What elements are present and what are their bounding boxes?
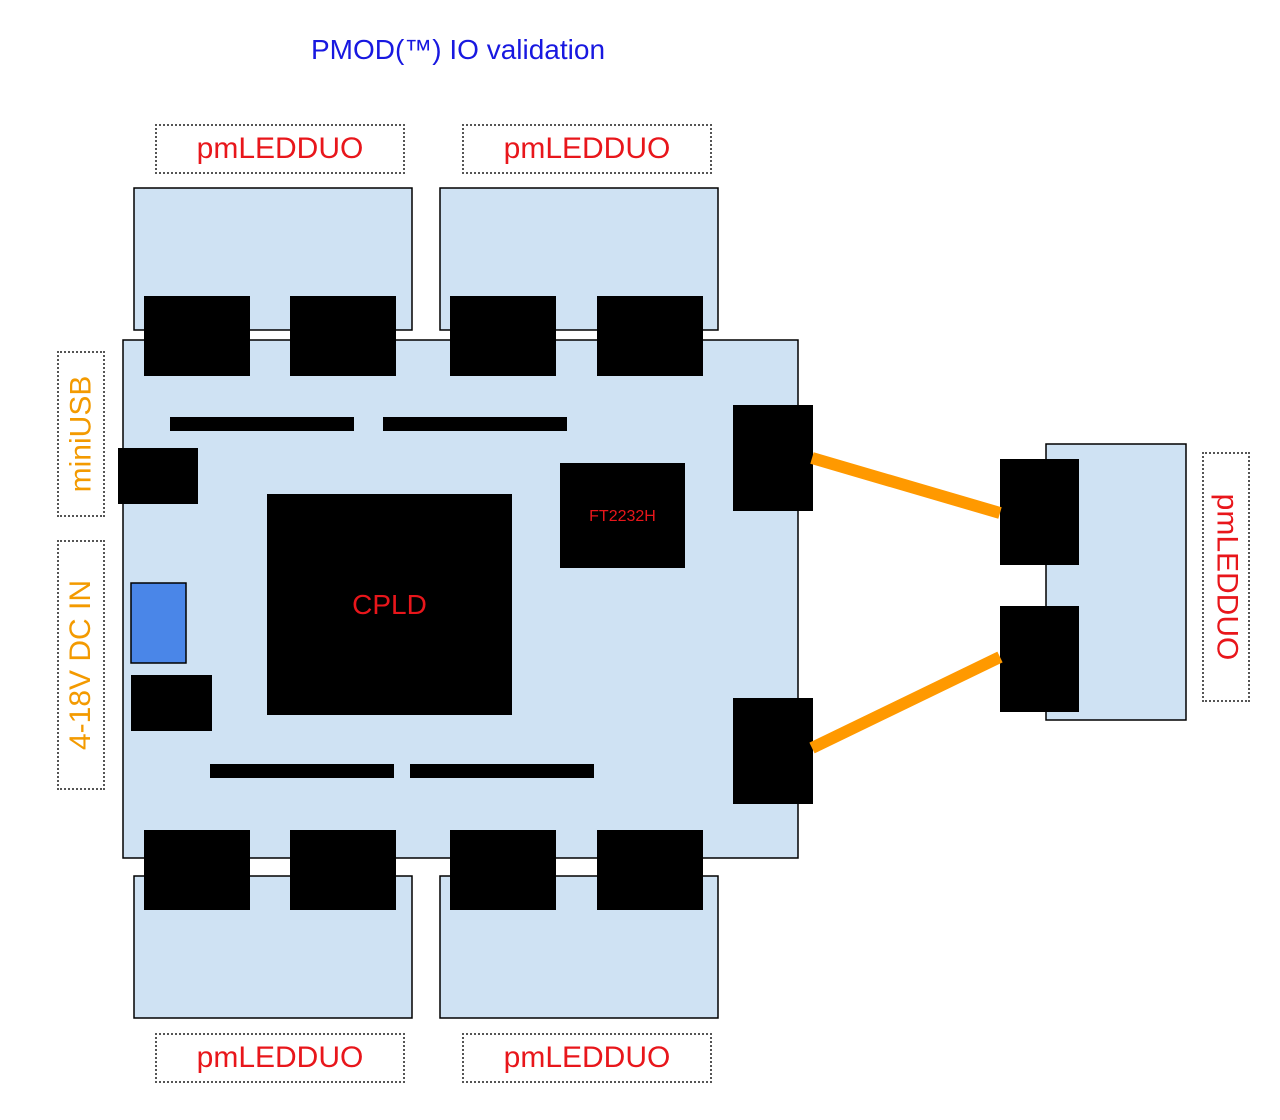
ft2232h-chip	[560, 463, 685, 568]
header-strip	[410, 764, 594, 778]
side-module-connector	[1000, 459, 1079, 565]
dc-jack	[131, 675, 212, 731]
top-right-module-label-text: pmLEDDUO	[503, 132, 671, 165]
cable	[810, 452, 1002, 519]
cpld-chip	[267, 494, 512, 715]
header-strip	[210, 764, 394, 778]
pmod-connector	[597, 830, 703, 910]
dc-in-label: 4-18V DC IN	[57, 540, 105, 790]
pmod-connector	[290, 296, 396, 376]
pmod-connector	[144, 296, 250, 376]
mini-usb-label-text: miniUSB	[64, 375, 98, 493]
pmod-connector	[733, 698, 813, 804]
side-module-label: pmLEDDUO	[1202, 452, 1250, 702]
bottom-left-module-label-text: pmLEDDUO	[196, 1041, 364, 1074]
power-switch	[130, 582, 187, 664]
bottom-right-module-label-text: pmLEDDUO	[503, 1041, 671, 1074]
side-module-label-text: pmLEDDUO	[1210, 493, 1244, 661]
dc-in-label-text: 4-18V DC IN	[64, 579, 97, 751]
header-strip	[383, 417, 567, 431]
side-module-connector	[1000, 606, 1079, 712]
bottom-left-module-label: pmLEDDUO	[155, 1033, 405, 1083]
top-left-module-label-text: pmLEDDUO	[196, 132, 364, 165]
bottom-right-module-label: pmLEDDUO	[462, 1033, 712, 1083]
cpld-label: CPLD	[352, 589, 427, 620]
mini-usb-connector	[118, 448, 198, 504]
mini-usb-label: miniUSB	[57, 351, 105, 517]
pmod-connector	[144, 830, 250, 910]
pmod-connector	[450, 296, 556, 376]
ft2232h-label: FT2232H	[589, 508, 656, 525]
pmod-connector	[290, 830, 396, 910]
top-left-module-label: pmLEDDUO	[155, 124, 405, 174]
pmod-connector	[733, 405, 813, 511]
pmod-connector	[597, 296, 703, 376]
diagram-title: PMOD(™) IO validation	[310, 34, 606, 65]
top-right-module-label: pmLEDDUO	[462, 124, 712, 174]
header-strip	[170, 417, 354, 431]
pmod-connector	[450, 830, 556, 910]
cable	[809, 651, 1003, 754]
